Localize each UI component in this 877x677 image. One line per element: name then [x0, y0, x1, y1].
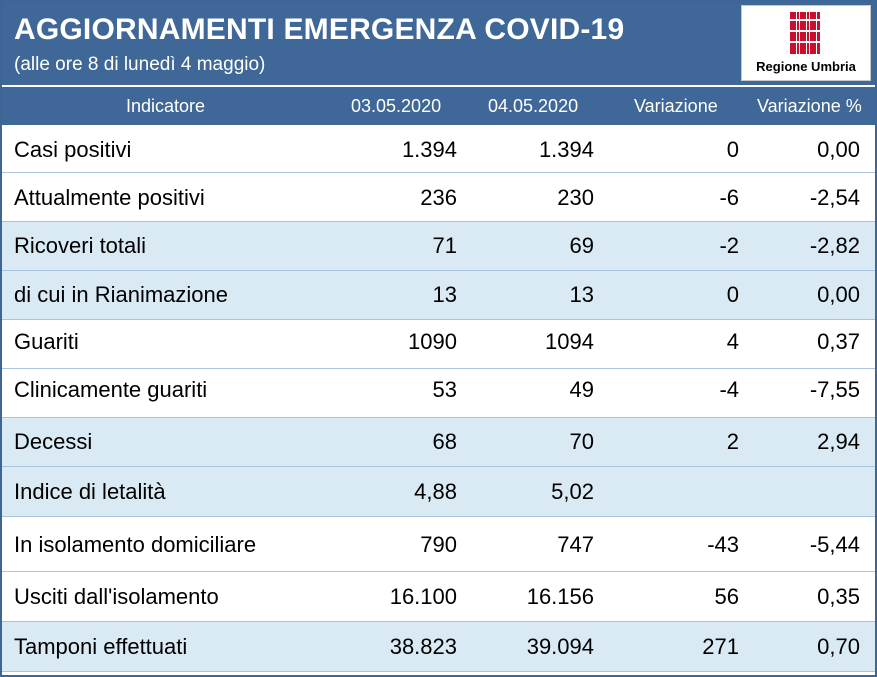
- row-value-date-2: 747: [557, 532, 594, 557]
- row-change: -2: [719, 233, 739, 258]
- row-indicator: Usciti dall'isolamento: [14, 584, 219, 609]
- table-row: Casi positivi 1.394 1.394 0 0,00: [2, 124, 875, 173]
- row-value-date-2: 49: [569, 377, 594, 402]
- row-change: 56: [714, 584, 739, 609]
- row-change: 271: [702, 634, 739, 659]
- row-value-date-1: 1090: [408, 329, 457, 354]
- row-change-percent: 0,70: [817, 634, 860, 659]
- table-row: Decessi 68 70 2 2,94: [2, 418, 875, 467]
- row-value-date-2: 69: [569, 233, 594, 258]
- logo-text: Regione Umbria: [756, 59, 856, 74]
- row-value-date-2: 5,02: [551, 479, 594, 504]
- row-value-date-1: 38.823: [389, 634, 457, 659]
- column-header-date-1: 03.05.2020: [351, 96, 442, 116]
- row-value-date-1: 4,88: [414, 479, 457, 504]
- row-indicator: Indice di letalità: [14, 479, 166, 504]
- row-value-date-1: 13: [432, 282, 457, 307]
- row-change-percent: 0,37: [817, 329, 860, 354]
- row-value-date-1: 1.394: [401, 137, 457, 162]
- table-row: Clinicamente guariti 53 49 -4 -7,55: [2, 369, 875, 418]
- row-change-percent: -5,44: [809, 532, 860, 557]
- umbria-emblem-icon: [788, 10, 822, 56]
- table-row: Ricoveri totali 71 69 -2 -2,82: [2, 222, 875, 271]
- row-change-percent: 0,00: [817, 282, 860, 307]
- row-change-percent: -7,55: [809, 377, 860, 402]
- table-row: di cui in Rianimazione 13 13 0 0,00: [2, 271, 875, 320]
- row-indicator: Casi positivi: [14, 137, 132, 162]
- row-indicator: Clinicamente guariti: [14, 377, 208, 402]
- row-value-date-2: 230: [557, 185, 594, 210]
- row-change: 2: [726, 429, 739, 454]
- column-header-change-percent: Variazione %: [757, 96, 862, 116]
- row-change-percent: 0,35: [817, 584, 860, 609]
- row-indicator: Ricoveri totali: [14, 233, 147, 258]
- column-header-indicator: Indicatore: [126, 96, 206, 116]
- row-indicator: Attualmente positivi: [14, 185, 205, 210]
- row-value-date-2: 70: [569, 429, 594, 454]
- row-value-date-1: 53: [432, 377, 457, 402]
- page-subtitle: (alle ore 8 di lunedì 4 maggio): [14, 54, 266, 75]
- row-value-date-2: 1.394: [538, 137, 594, 162]
- table-row: Tamponi effettuati 38.823 39.094 271 0,70: [2, 622, 875, 672]
- row-value-date-1: 790: [420, 532, 457, 557]
- table-header: Indicatore 03.05.2020 04.05.2020 Variazi…: [2, 87, 875, 125]
- column-header-change: Variazione: [634, 96, 718, 116]
- row-change: -4: [719, 377, 739, 402]
- row-value-date-1: 236: [420, 185, 457, 210]
- row-change: 0: [726, 137, 739, 162]
- row-value-date-1: 68: [432, 429, 457, 454]
- table-row: Attualmente positivi 236 230 -6 -2,54: [2, 173, 875, 222]
- row-indicator: In isolamento domiciliare: [14, 532, 257, 557]
- region-logo: Regione Umbria: [741, 5, 871, 81]
- row-value-date-2: 1094: [545, 329, 594, 354]
- page-title: AGGIORNAMENTI EMERGENZA COVID-19: [14, 13, 625, 46]
- row-value-date-2: 13: [569, 282, 594, 307]
- row-indicator: di cui in Rianimazione: [14, 282, 228, 307]
- table-row: Guariti 1090 1094 4 0,37: [2, 320, 875, 369]
- table-row: Usciti dall'isolamento 16.100 16.156 56 0,35: [2, 572, 875, 622]
- column-header-date-2: 04.05.2020: [488, 96, 579, 116]
- row-value-date-1: 71: [432, 233, 457, 258]
- row-change: -6: [719, 185, 739, 210]
- row-value-date-1: 16.100: [389, 584, 457, 609]
- row-change-percent: 0,00: [817, 137, 860, 162]
- row-change-percent: -2,82: [809, 233, 860, 258]
- row-value-date-2: 16.156: [526, 584, 594, 609]
- row-indicator: Decessi: [14, 429, 93, 454]
- row-value-date-2: 39.094: [526, 634, 594, 659]
- row-indicator: Tamponi effettuati: [14, 634, 188, 659]
- row-indicator: Guariti: [14, 329, 79, 354]
- row-change: 0: [726, 282, 739, 307]
- table-row: In isolamento domiciliare 790 747 -43 -5,44: [2, 517, 875, 572]
- table-row: Indice di letalità 4,88 5,02: [2, 467, 875, 517]
- row-change: 4: [726, 329, 739, 354]
- row-change: -43: [707, 532, 739, 557]
- title-banner: AGGIORNAMENTI EMERGENZA COVID-19 (alle o…: [2, 2, 875, 85]
- row-change-percent: -2,54: [809, 185, 860, 210]
- row-change-percent: 2,94: [817, 429, 860, 454]
